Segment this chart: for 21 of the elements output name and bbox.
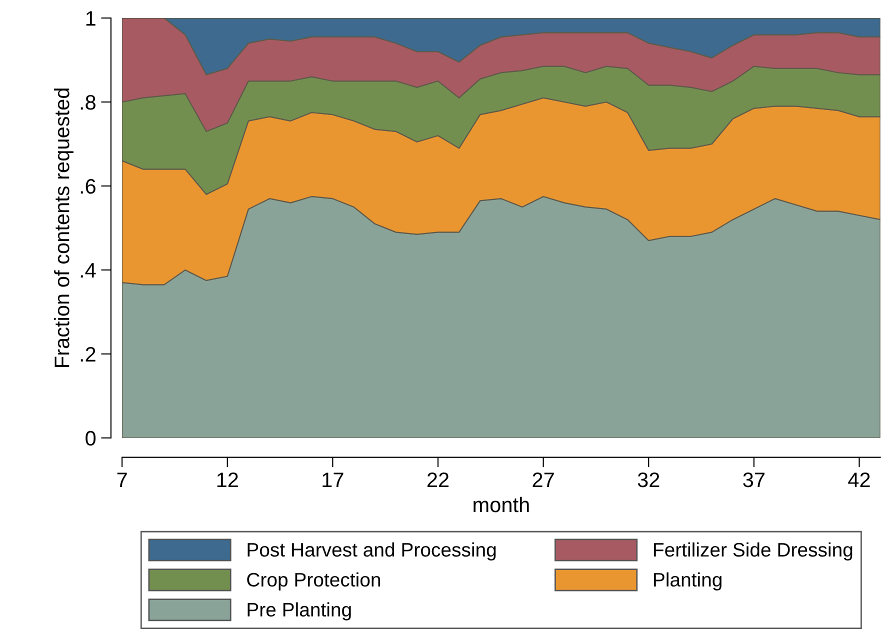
y-tick-label: 1	[86, 11, 96, 26]
y-tick-label: .6	[80, 178, 96, 194]
x-tick-label: 37	[743, 472, 764, 488]
legend-label: Fertilizer Side Dressing	[654, 542, 852, 561]
x-tick-label: 17	[322, 472, 344, 488]
x-tick-label: 32	[638, 472, 660, 488]
legend-label: Crop Protection	[247, 572, 380, 590]
y-axis-title: Fraction of contents requested	[54, 88, 74, 367]
legend-label: Post Harvest and Processing	[248, 542, 496, 561]
legend-label: Planting	[654, 572, 722, 590]
x-axis-title: month	[474, 496, 529, 512]
x-tick-label: 27	[532, 472, 554, 488]
y-tick-label: .4	[80, 263, 96, 278]
legend-label: Pre Planting	[248, 602, 351, 620]
x-tick-label: 22	[427, 472, 449, 488]
y-tick-label: 0	[86, 430, 96, 446]
x-tick-label: 7	[117, 472, 127, 488]
x-tick-label: 12	[217, 472, 238, 488]
x-tick-label: 42	[848, 472, 870, 488]
y-tick-label: .2	[80, 346, 96, 362]
y-tick-label: .8	[80, 95, 96, 110]
